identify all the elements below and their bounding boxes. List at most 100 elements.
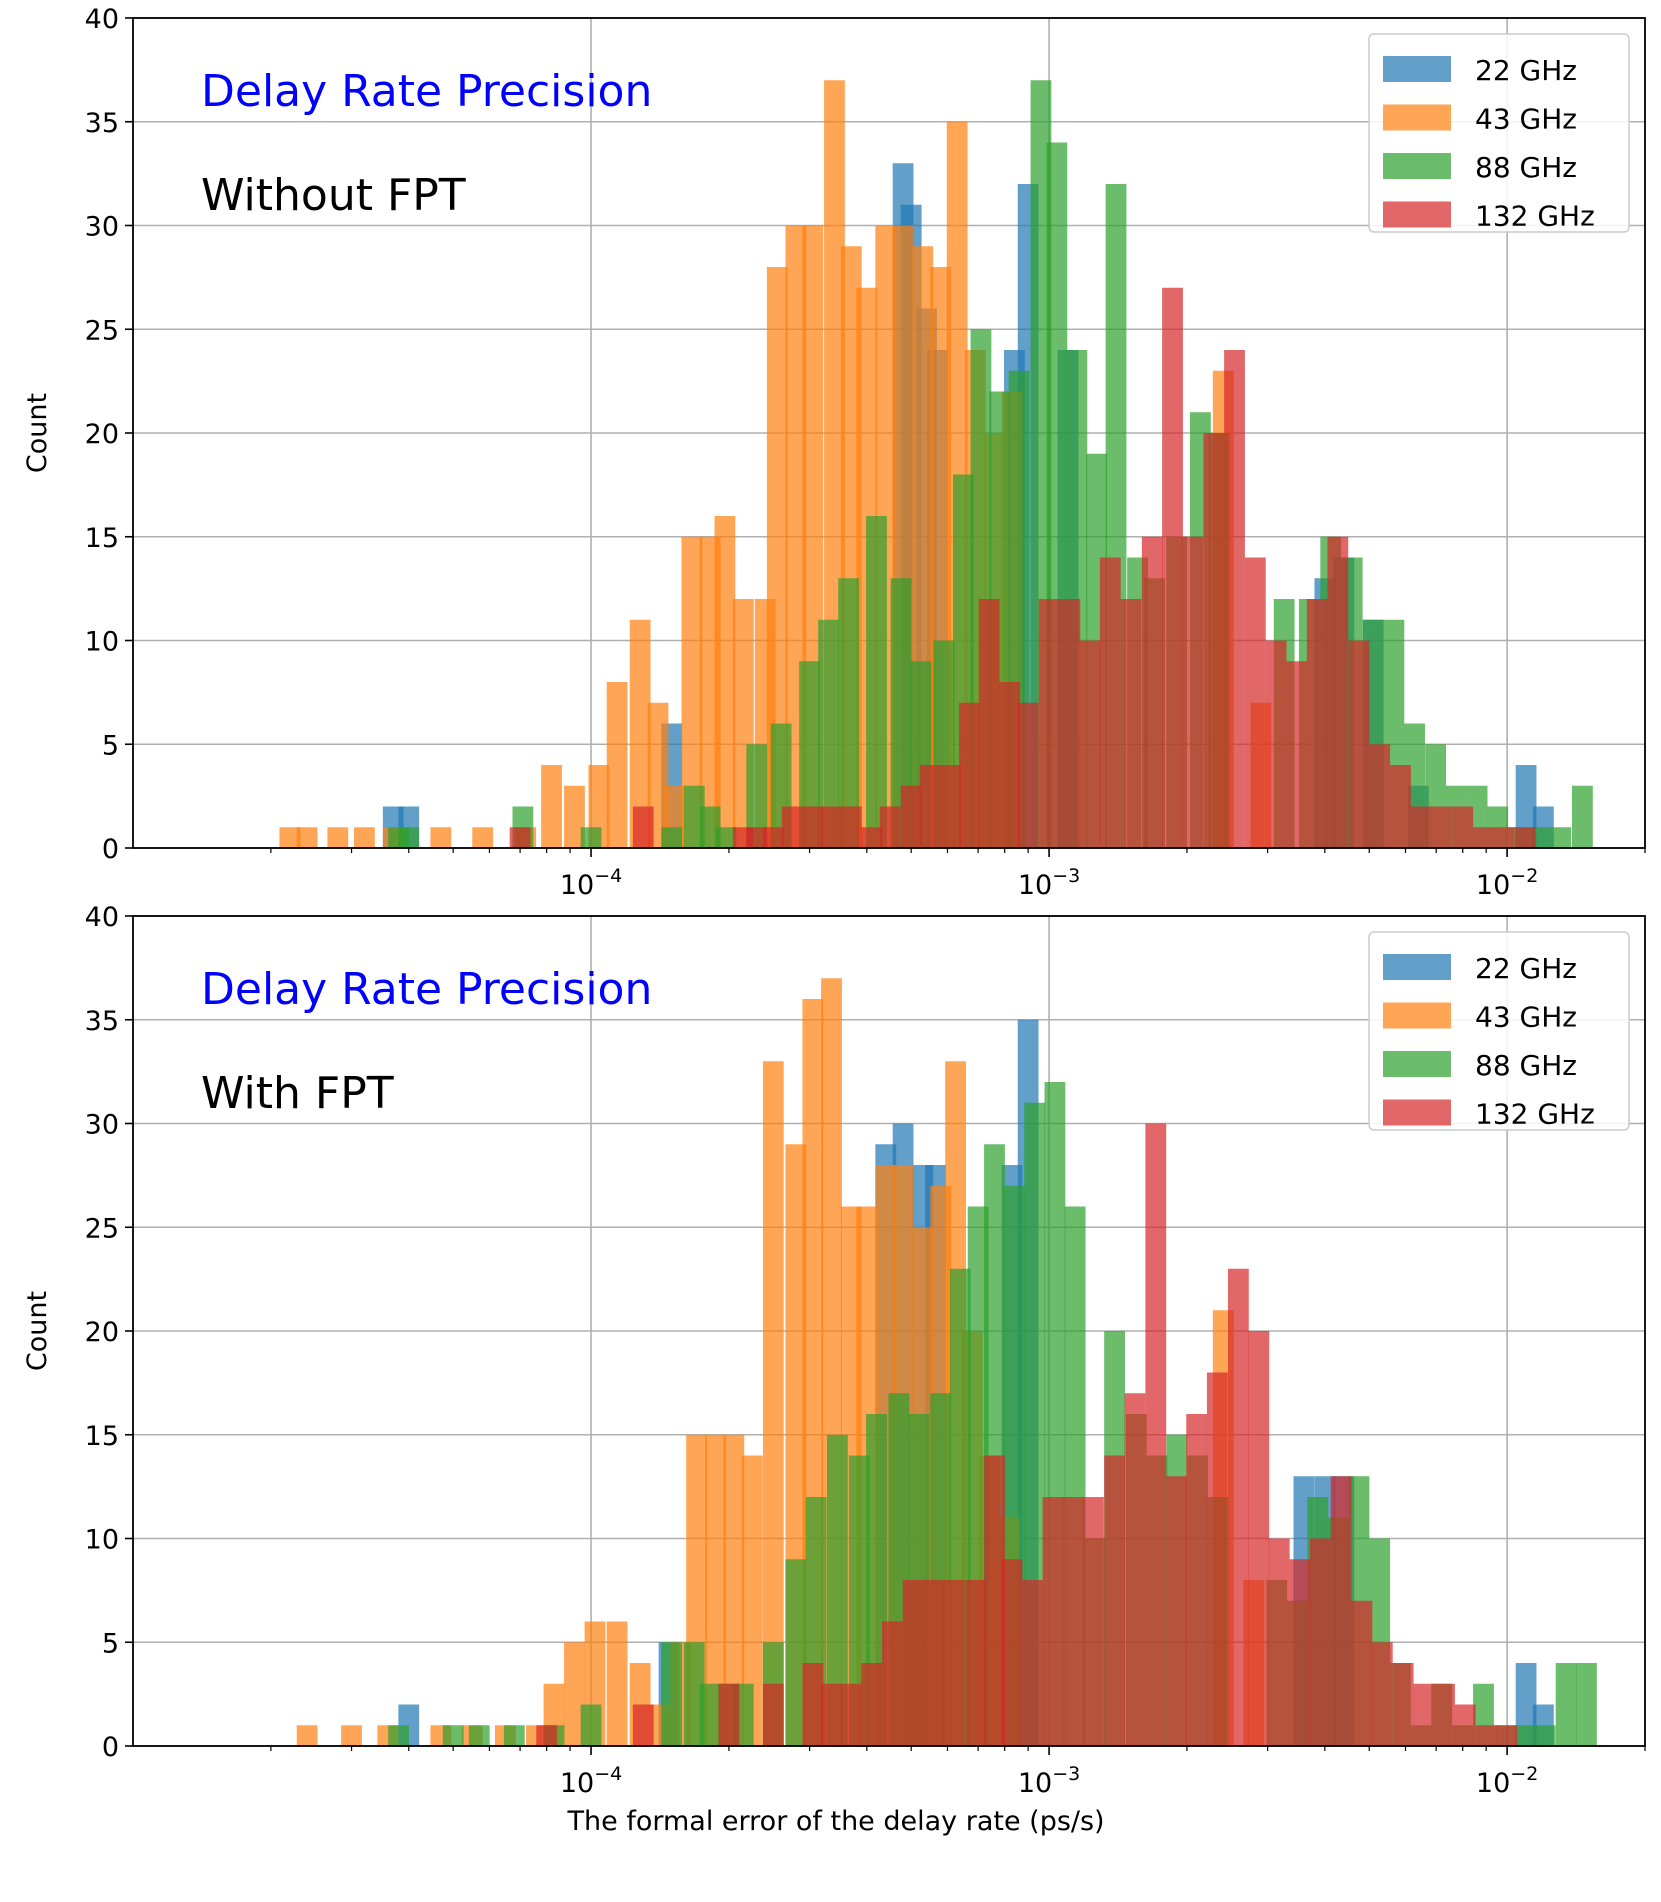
bar <box>840 1683 862 1746</box>
legend-label: 88 GHz <box>1475 151 1577 184</box>
bar <box>1268 1538 1290 1746</box>
y-tick-label: 25 <box>85 1213 119 1244</box>
bar <box>681 536 703 848</box>
bar <box>564 1642 585 1746</box>
bar <box>999 682 1020 848</box>
bar <box>632 1704 654 1746</box>
bar <box>959 702 980 848</box>
y-tick-label: 35 <box>85 1006 119 1037</box>
y-tick-label: 15 <box>85 1421 119 1452</box>
bar <box>785 1559 807 1746</box>
bar <box>1413 1683 1435 1746</box>
bar <box>762 827 784 848</box>
bar <box>1571 785 1593 848</box>
bar <box>442 1725 464 1746</box>
bar <box>902 1580 924 1746</box>
series-132-ghz <box>536 1123 1518 1746</box>
x-tick-label: 10−4 <box>560 1763 622 1799</box>
bar <box>661 1642 683 1746</box>
bar <box>964 1580 986 1746</box>
bar <box>296 827 318 848</box>
bar <box>1390 765 1411 848</box>
bar <box>468 1725 490 1746</box>
bar <box>1120 599 1142 848</box>
bar <box>718 1683 740 1746</box>
bar <box>1001 1559 1023 1746</box>
bar <box>541 765 562 848</box>
bar <box>683 1642 705 1746</box>
legend-swatch <box>1383 153 1451 179</box>
bar <box>1351 1600 1373 1746</box>
bar <box>1514 827 1536 848</box>
bar <box>802 1663 824 1746</box>
bar <box>1224 350 1245 848</box>
chart-panel-1: 0 5 10 15 20 25 30 35 40 10−4 10−3 10−2 Count Delay R… <box>22 4 1646 901</box>
bar <box>923 1580 945 1746</box>
bar <box>1286 661 1307 848</box>
bar <box>840 806 862 848</box>
bar <box>1327 536 1349 848</box>
bar <box>580 827 602 848</box>
bar <box>629 619 651 848</box>
bar <box>723 1434 745 1746</box>
bar <box>1124 1393 1146 1746</box>
bar <box>1555 1663 1577 1746</box>
bar <box>683 785 705 848</box>
bar <box>781 806 803 848</box>
bar <box>1369 744 1391 848</box>
bar <box>715 827 737 848</box>
bar <box>564 785 585 848</box>
legend-swatch <box>1383 1002 1451 1029</box>
bar <box>472 827 494 848</box>
bar <box>1452 806 1474 848</box>
bar <box>1392 1663 1414 1746</box>
bar <box>746 827 768 848</box>
bar <box>741 1455 763 1746</box>
bar <box>1289 1559 1311 1746</box>
bar <box>661 827 683 848</box>
bar <box>919 765 941 848</box>
bar <box>1410 806 1432 848</box>
legend-swatch <box>1383 56 1451 82</box>
x-axis-label: The formal error of the delay rate (ps/s… <box>567 1806 1105 1837</box>
legend-label: 22 GHz <box>1475 54 1577 87</box>
bar <box>826 1434 848 1746</box>
bar <box>861 1663 883 1746</box>
bar <box>503 1725 525 1746</box>
bar <box>1475 1725 1497 1746</box>
bar <box>714 516 736 848</box>
bar <box>509 827 531 848</box>
bar <box>1059 599 1081 848</box>
y-tick-label: 35 <box>85 108 119 139</box>
bar <box>1371 1642 1393 1746</box>
y-tick-label: 40 <box>85 4 119 35</box>
legend-label: 132 GHz <box>1475 200 1595 233</box>
bar <box>1454 1704 1476 1746</box>
y-tick-label: 15 <box>85 523 119 554</box>
bar <box>879 806 901 848</box>
bar <box>1473 827 1494 848</box>
y-tick-label: 0 <box>102 834 119 865</box>
bar <box>699 806 721 848</box>
bar <box>1265 640 1287 848</box>
bar <box>861 827 883 848</box>
bar <box>1309 1538 1331 1746</box>
bar <box>536 1725 558 1746</box>
chart-panel-2: 0 5 10 15 20 25 30 35 40 10−4 10−3 10−2 Count The for… <box>22 902 1646 1837</box>
bar <box>1248 1331 1270 1746</box>
bar <box>890 578 912 848</box>
bar <box>1206 1372 1228 1746</box>
legend-swatch <box>1383 1051 1451 1077</box>
bar <box>1431 806 1453 848</box>
bar <box>943 1580 965 1746</box>
bar <box>1434 1683 1455 1746</box>
bar <box>705 1434 726 1746</box>
bar <box>799 661 820 848</box>
bar <box>327 827 349 848</box>
y-tick-label: 30 <box>85 212 119 243</box>
bar <box>1042 1497 1064 1746</box>
bar <box>580 1704 602 1746</box>
chart-title: Delay Rate Precision <box>201 964 652 1015</box>
legend-box <box>1368 931 1630 1131</box>
bar <box>398 827 420 848</box>
